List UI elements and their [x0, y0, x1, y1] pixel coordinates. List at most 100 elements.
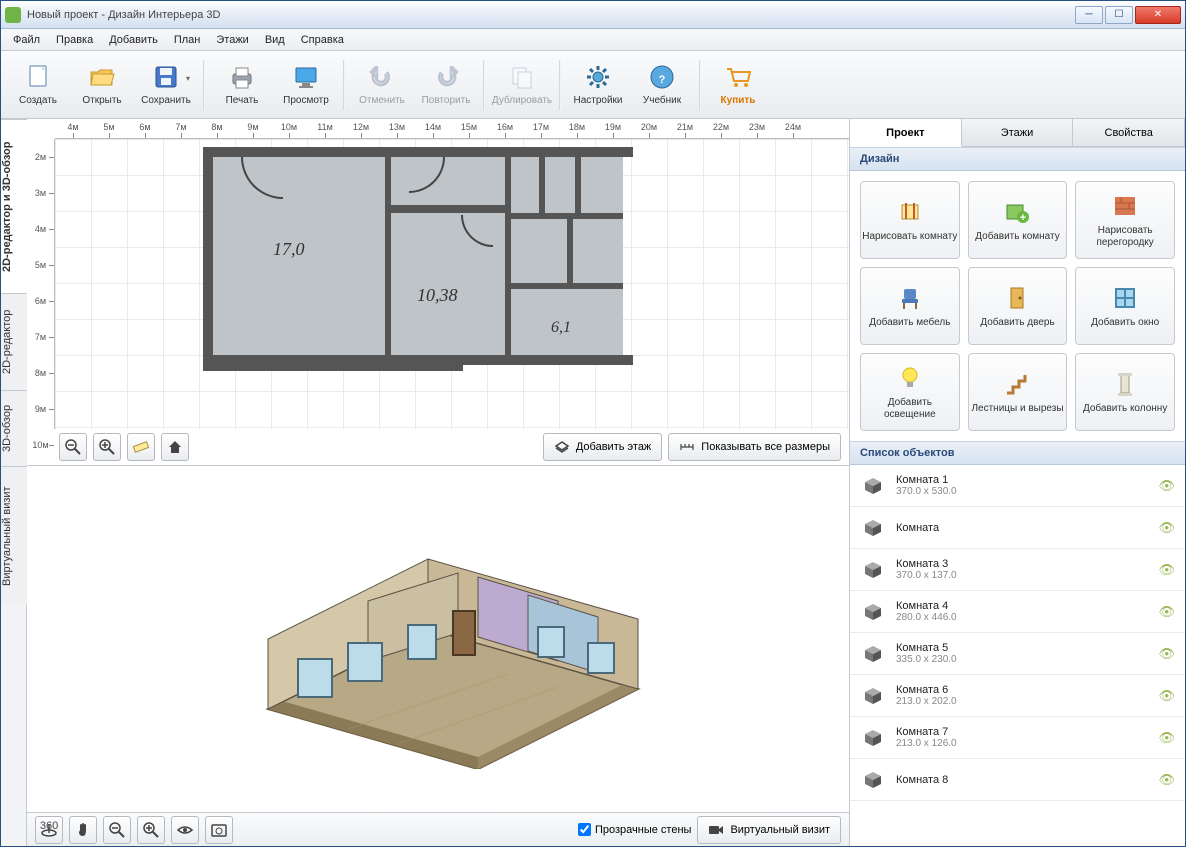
add-floor-button[interactable]: Добавить этаж [543, 433, 662, 461]
visibility-icon[interactable]: 👁 [1158, 646, 1175, 662]
object-row[interactable]: Комната 4280.0 x 446.0👁 [850, 591, 1185, 633]
left-tab[interactable]: 2D-редактор и 3D-обзор [1, 119, 27, 293]
toolbar-cart-button[interactable]: Купить [707, 55, 769, 115]
menu-3[interactable]: План [166, 31, 209, 49]
minimize-button[interactable]: ─ [1075, 6, 1103, 24]
menu-4[interactable]: Этажи [208, 31, 256, 49]
virtual-visit-button[interactable]: Виртуальный визит [697, 816, 841, 844]
object-dims: 370.0 x 530.0 [896, 486, 1148, 497]
canvas-2d[interactable]: 4м5м6м7м8м9м10м11м12м13м14м15м16м17м18м1… [27, 119, 849, 466]
design-wall-button[interactable]: Нарисовать перегородку [1075, 181, 1175, 259]
design-label: Лестницы и вырезы [971, 403, 1063, 415]
toolbar-label: Настройки [573, 95, 622, 106]
toolbar-save-button[interactable]: Сохранить▾ [135, 55, 197, 115]
left-tab[interactable]: Виртуальный визит [1, 466, 27, 605]
center-area: 4м5м6м7м8м9м10м11м12м13м14м15м16м17м18м1… [27, 119, 849, 846]
object-row[interactable]: Комната 6213.0 x 202.0👁 [850, 675, 1185, 717]
menu-1[interactable]: Правка [48, 31, 101, 49]
toolbar-monitor-button[interactable]: Просмотр [275, 55, 337, 115]
ruler-tick: 2м [27, 139, 54, 175]
room-label: 6,1 [551, 319, 571, 337]
toolbar-label: Просмотр [283, 95, 329, 106]
design-light-button[interactable]: Добавить освещение [860, 353, 960, 431]
folder-open-icon [87, 63, 117, 91]
toolbar-separator [699, 60, 701, 110]
toolbar-3d: 360 Прозрачные стены Виртуальный визит [27, 812, 849, 846]
floor-plan[interactable]: 17,0 10,38 6,1 [203, 147, 633, 377]
object-row[interactable]: Комната 7213.0 x 126.0👁 [850, 717, 1185, 759]
menubar: ФайлПравкаДобавитьПланЭтажиВидСправка [1, 29, 1185, 51]
iso-render [198, 509, 678, 769]
photo-button[interactable] [205, 816, 233, 844]
duplicate-icon [507, 63, 537, 91]
hand-button[interactable] [69, 816, 97, 844]
dims-icon [679, 440, 695, 454]
right-tab[interactable]: Проект [850, 119, 962, 147]
menu-6[interactable]: Справка [293, 31, 352, 49]
zoom-in-button[interactable] [93, 433, 121, 461]
left-tab[interactable]: 3D-обзор [1, 390, 27, 466]
toolbar-separator [203, 60, 205, 110]
toolbar-file-new-button[interactable]: Создать [7, 55, 69, 115]
cube-icon [860, 560, 886, 580]
menu-5[interactable]: Вид [257, 31, 293, 49]
design-column-button[interactable]: Добавить колонну [1075, 353, 1175, 431]
visibility-icon[interactable]: 👁 [1158, 562, 1175, 578]
object-row[interactable]: Комната👁 [850, 507, 1185, 549]
toolbar-gear-button[interactable]: Настройки [567, 55, 629, 115]
toolbar-help-button[interactable]: ?Учебник [631, 55, 693, 115]
maximize-button[interactable]: ☐ [1105, 6, 1133, 24]
visibility-icon[interactable]: 👁 [1158, 520, 1175, 536]
canvas-3d[interactable] [27, 466, 849, 812]
ruler-tick: 6м [27, 283, 54, 319]
home-button[interactable] [161, 433, 189, 461]
zoom-out-button[interactable] [103, 816, 131, 844]
visibility-icon[interactable]: 👁 [1158, 478, 1175, 494]
design-label: Нарисовать комнату [862, 231, 957, 243]
zoom-out-button[interactable] [59, 433, 87, 461]
object-row[interactable]: Комната 8👁 [850, 759, 1185, 801]
ruler-button[interactable] [127, 433, 155, 461]
object-row[interactable]: Комната 3370.0 x 137.0👁 [850, 549, 1185, 591]
design-chair-button[interactable]: Добавить мебель [860, 267, 960, 345]
left-tab[interactable]: 2D-редактор [1, 293, 27, 390]
close-button[interactable]: ✕ [1135, 6, 1181, 24]
design-stairs-button[interactable]: Лестницы и вырезы [968, 353, 1068, 431]
chair-icon [895, 284, 925, 312]
right-tab[interactable]: Свойства [1073, 119, 1185, 146]
object-dims: 370.0 x 137.0 [896, 570, 1148, 581]
object-list: Комната 1370.0 x 530.0👁Комната👁Комната 3… [850, 465, 1185, 846]
ruler-tick: 23м [739, 119, 775, 138]
design-draw-room-button[interactable]: Нарисовать комнату [860, 181, 960, 259]
ruler-tick: 8м [199, 119, 235, 138]
show-dims-button[interactable]: Показывать все размеры [668, 433, 841, 461]
design-add-room-button[interactable]: +Добавить комнату [968, 181, 1068, 259]
object-name: Комната 6 [896, 684, 1148, 696]
object-name: Комната 5 [896, 642, 1148, 654]
zoom-in-button[interactable] [137, 816, 165, 844]
transparent-walls-checkbox[interactable]: Прозрачные стены [578, 823, 691, 836]
visibility-icon[interactable]: 👁 [1158, 730, 1175, 746]
toolbar-print-button[interactable]: Печать [211, 55, 273, 115]
toolbar-folder-open-button[interactable]: Открыть [71, 55, 133, 115]
transparent-walls-input[interactable] [578, 823, 591, 836]
toolbar-label: Учебник [643, 95, 681, 106]
view-toolbar-2d [59, 433, 189, 461]
design-door-button[interactable]: Добавить дверь [968, 267, 1068, 345]
menu-2[interactable]: Добавить [101, 31, 166, 49]
visibility-icon[interactable]: 👁 [1158, 604, 1175, 620]
cube-icon [860, 770, 886, 790]
ruler-tick: 5м [27, 247, 54, 283]
ruler-horizontal: 4м5м6м7м8м9м10м11м12м13м14м15м16м17м18м1… [55, 119, 849, 139]
object-row[interactable]: Комната 5335.0 x 230.0👁 [850, 633, 1185, 675]
eye-button[interactable] [171, 816, 199, 844]
rotate360-button[interactable]: 360 [35, 816, 63, 844]
visibility-icon[interactable]: 👁 [1158, 772, 1175, 788]
object-row[interactable]: Комната 1370.0 x 530.0👁 [850, 465, 1185, 507]
design-window-button[interactable]: Добавить окно [1075, 267, 1175, 345]
ruler-tick: 7м [27, 319, 54, 355]
right-tab[interactable]: Этажи [962, 119, 1074, 146]
menu-0[interactable]: Файл [5, 31, 48, 49]
visibility-icon[interactable]: 👁 [1158, 688, 1175, 704]
cube-icon [860, 602, 886, 622]
